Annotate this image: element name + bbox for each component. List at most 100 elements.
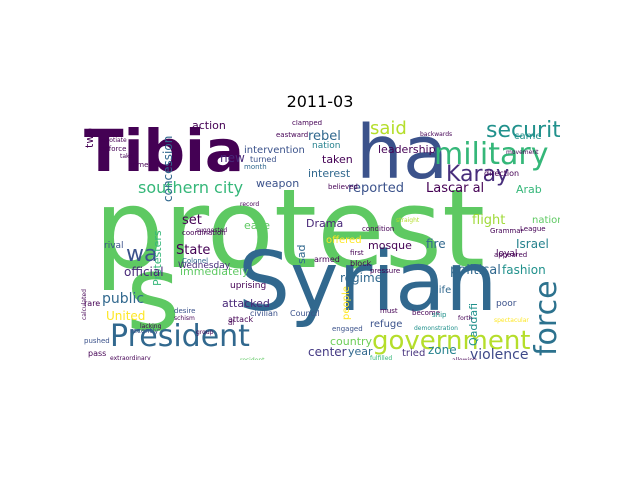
word-national: national: [532, 215, 560, 226]
word-spectacular: spectacular: [494, 317, 529, 324]
word-protest: protest: [94, 165, 486, 293]
word-nation: nation: [312, 141, 341, 151]
word-force: force: [529, 280, 560, 356]
word-official: official: [124, 265, 164, 279]
word-council: Council: [290, 309, 320, 318]
word-pushed: pushed: [84, 337, 110, 345]
word-poor: poor: [496, 299, 517, 309]
word-rare: rare: [84, 299, 101, 308]
word-state: State: [176, 243, 211, 258]
word-recently: recently: [130, 327, 159, 335]
word-direction: direction: [484, 169, 520, 178]
word-leadership: leadership: [378, 143, 436, 156]
word-rebel: rebel: [308, 129, 341, 144]
word-fire: fire: [426, 237, 446, 251]
word-negotiate: negotiate: [98, 137, 127, 144]
word-action: action: [192, 120, 226, 132]
word-government: government: [372, 326, 531, 356]
word-people: people: [341, 286, 352, 320]
word-backwards: backwards: [420, 131, 453, 138]
word-tibia: Tibia: [84, 120, 244, 185]
word-said: said: [370, 120, 407, 139]
word-demonstration: demonstration: [414, 325, 458, 332]
word-arab: Arab: [516, 183, 542, 196]
word-offered: offered: [326, 235, 362, 246]
word-believed: believed: [328, 183, 358, 191]
word-movement: movement: [506, 149, 539, 156]
word-immediately: immediately: [180, 265, 249, 278]
word-qaddafi: Qaddafi: [467, 302, 480, 346]
word-ship: ship: [432, 311, 447, 319]
word-karay: Karay: [446, 162, 510, 187]
word-armed: armed: [314, 255, 340, 264]
word-wa: wa: [126, 242, 158, 267]
word-eastward: eastward: [276, 131, 309, 139]
word-enforce: enforce: [100, 145, 127, 153]
word-civilian: civilian: [250, 309, 278, 318]
word-new: new: [220, 151, 245, 165]
word-block: block: [350, 259, 372, 268]
word-reported: reported: [348, 181, 404, 196]
word-rival: rival: [104, 241, 124, 251]
word-southern-city: southern city: [138, 178, 244, 197]
word-fashion: fashion: [502, 263, 546, 277]
word-pressure: pressure: [370, 267, 401, 275]
word-sad: sad: [295, 244, 308, 264]
word-tried: tried: [402, 348, 426, 359]
word-must: must: [380, 307, 398, 315]
word-prime: prime: [128, 161, 149, 169]
word-united: United: [106, 309, 146, 323]
word-condition: condition: [362, 225, 395, 233]
word-two: two: [83, 127, 96, 148]
word-take: take: [120, 153, 133, 160]
word-colonel: Colonel: [182, 257, 209, 265]
word-israel: Israel: [516, 237, 549, 251]
word-violence: violence: [470, 347, 529, 360]
word-month: month: [244, 163, 267, 171]
word-engaged: engaged: [332, 325, 363, 333]
word-taken: taken: [322, 153, 353, 166]
word-country: country: [330, 335, 373, 348]
word-life: life: [436, 285, 452, 296]
word-interest: interest: [308, 167, 351, 180]
word-schism: schism: [174, 315, 195, 322]
word-set: set: [182, 213, 202, 228]
word-attack: attack: [228, 315, 254, 324]
word-regime: regime: [340, 271, 383, 285]
word-appeared: appeared: [494, 251, 528, 259]
word-allowing: allowing: [452, 358, 477, 361]
word-first: first: [350, 249, 364, 257]
word-wednesday: Wednesday: [178, 261, 231, 271]
word-extraordinary: extraordinary: [110, 355, 151, 361]
word-year: year: [348, 345, 373, 358]
word-drama: Drama: [306, 217, 344, 230]
word-zone: zone: [428, 343, 457, 357]
word-straight: straight: [396, 217, 420, 224]
word-fulfilled: fulfilled: [370, 355, 393, 361]
word-suggested: suggested: [196, 227, 228, 234]
word-clamped: clamped: [292, 120, 323, 127]
word-public: public: [102, 291, 145, 307]
word-lascar-al: Lascar al: [426, 181, 485, 196]
word-mosque: mosque: [368, 239, 412, 252]
word-concession: concession: [161, 135, 175, 202]
word-uprising: uprising: [230, 281, 267, 291]
word-military: military: [434, 137, 549, 172]
word-group: group: [196, 329, 214, 336]
chart-title: 2011-03: [286, 92, 354, 111]
word-grammar: Grammar: [490, 227, 524, 235]
word-intervention: intervention: [244, 145, 305, 156]
word-syrian: Syrian: [238, 235, 498, 330]
word-desire: desire: [174, 307, 196, 315]
word-coordination: coordination: [182, 229, 226, 237]
word-forth: forth: [458, 315, 473, 322]
word-pass: pass: [88, 349, 107, 358]
word-s: s: [126, 233, 181, 355]
word-turned: turned: [250, 155, 277, 164]
word-president: President: [110, 319, 250, 354]
word-refuge: refuge: [370, 319, 403, 330]
word-ease: ease: [244, 219, 271, 232]
word-al: al: [228, 319, 235, 327]
word-flight: flight: [472, 213, 506, 228]
word-political: political: [450, 263, 501, 278]
